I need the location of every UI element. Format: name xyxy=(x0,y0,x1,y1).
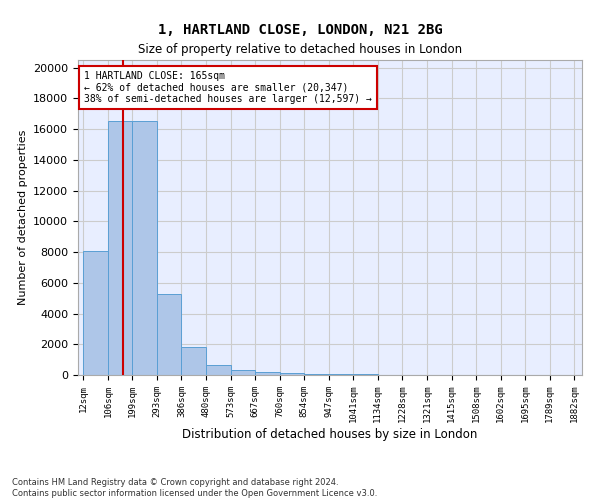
Bar xyxy=(133,122,157,375)
Bar xyxy=(304,374,329,375)
Bar xyxy=(230,370,255,375)
Bar xyxy=(181,348,206,375)
Bar xyxy=(108,122,133,375)
Text: 1, HARTLAND CLOSE, LONDON, N21 2BG: 1, HARTLAND CLOSE, LONDON, N21 2BG xyxy=(158,22,442,36)
Bar xyxy=(329,374,353,375)
Bar xyxy=(206,365,230,375)
Bar xyxy=(353,374,378,375)
Text: Contains HM Land Registry data © Crown copyright and database right 2024.
Contai: Contains HM Land Registry data © Crown c… xyxy=(12,478,377,498)
Bar xyxy=(255,372,280,375)
Text: Size of property relative to detached houses in London: Size of property relative to detached ho… xyxy=(138,42,462,56)
Bar xyxy=(83,250,108,375)
Text: 1 HARTLAND CLOSE: 165sqm
← 62% of detached houses are smaller (20,347)
38% of se: 1 HARTLAND CLOSE: 165sqm ← 62% of detach… xyxy=(84,71,371,104)
Y-axis label: Number of detached properties: Number of detached properties xyxy=(17,130,28,305)
X-axis label: Distribution of detached houses by size in London: Distribution of detached houses by size … xyxy=(182,428,478,441)
Bar xyxy=(157,294,181,375)
Bar xyxy=(280,374,304,375)
